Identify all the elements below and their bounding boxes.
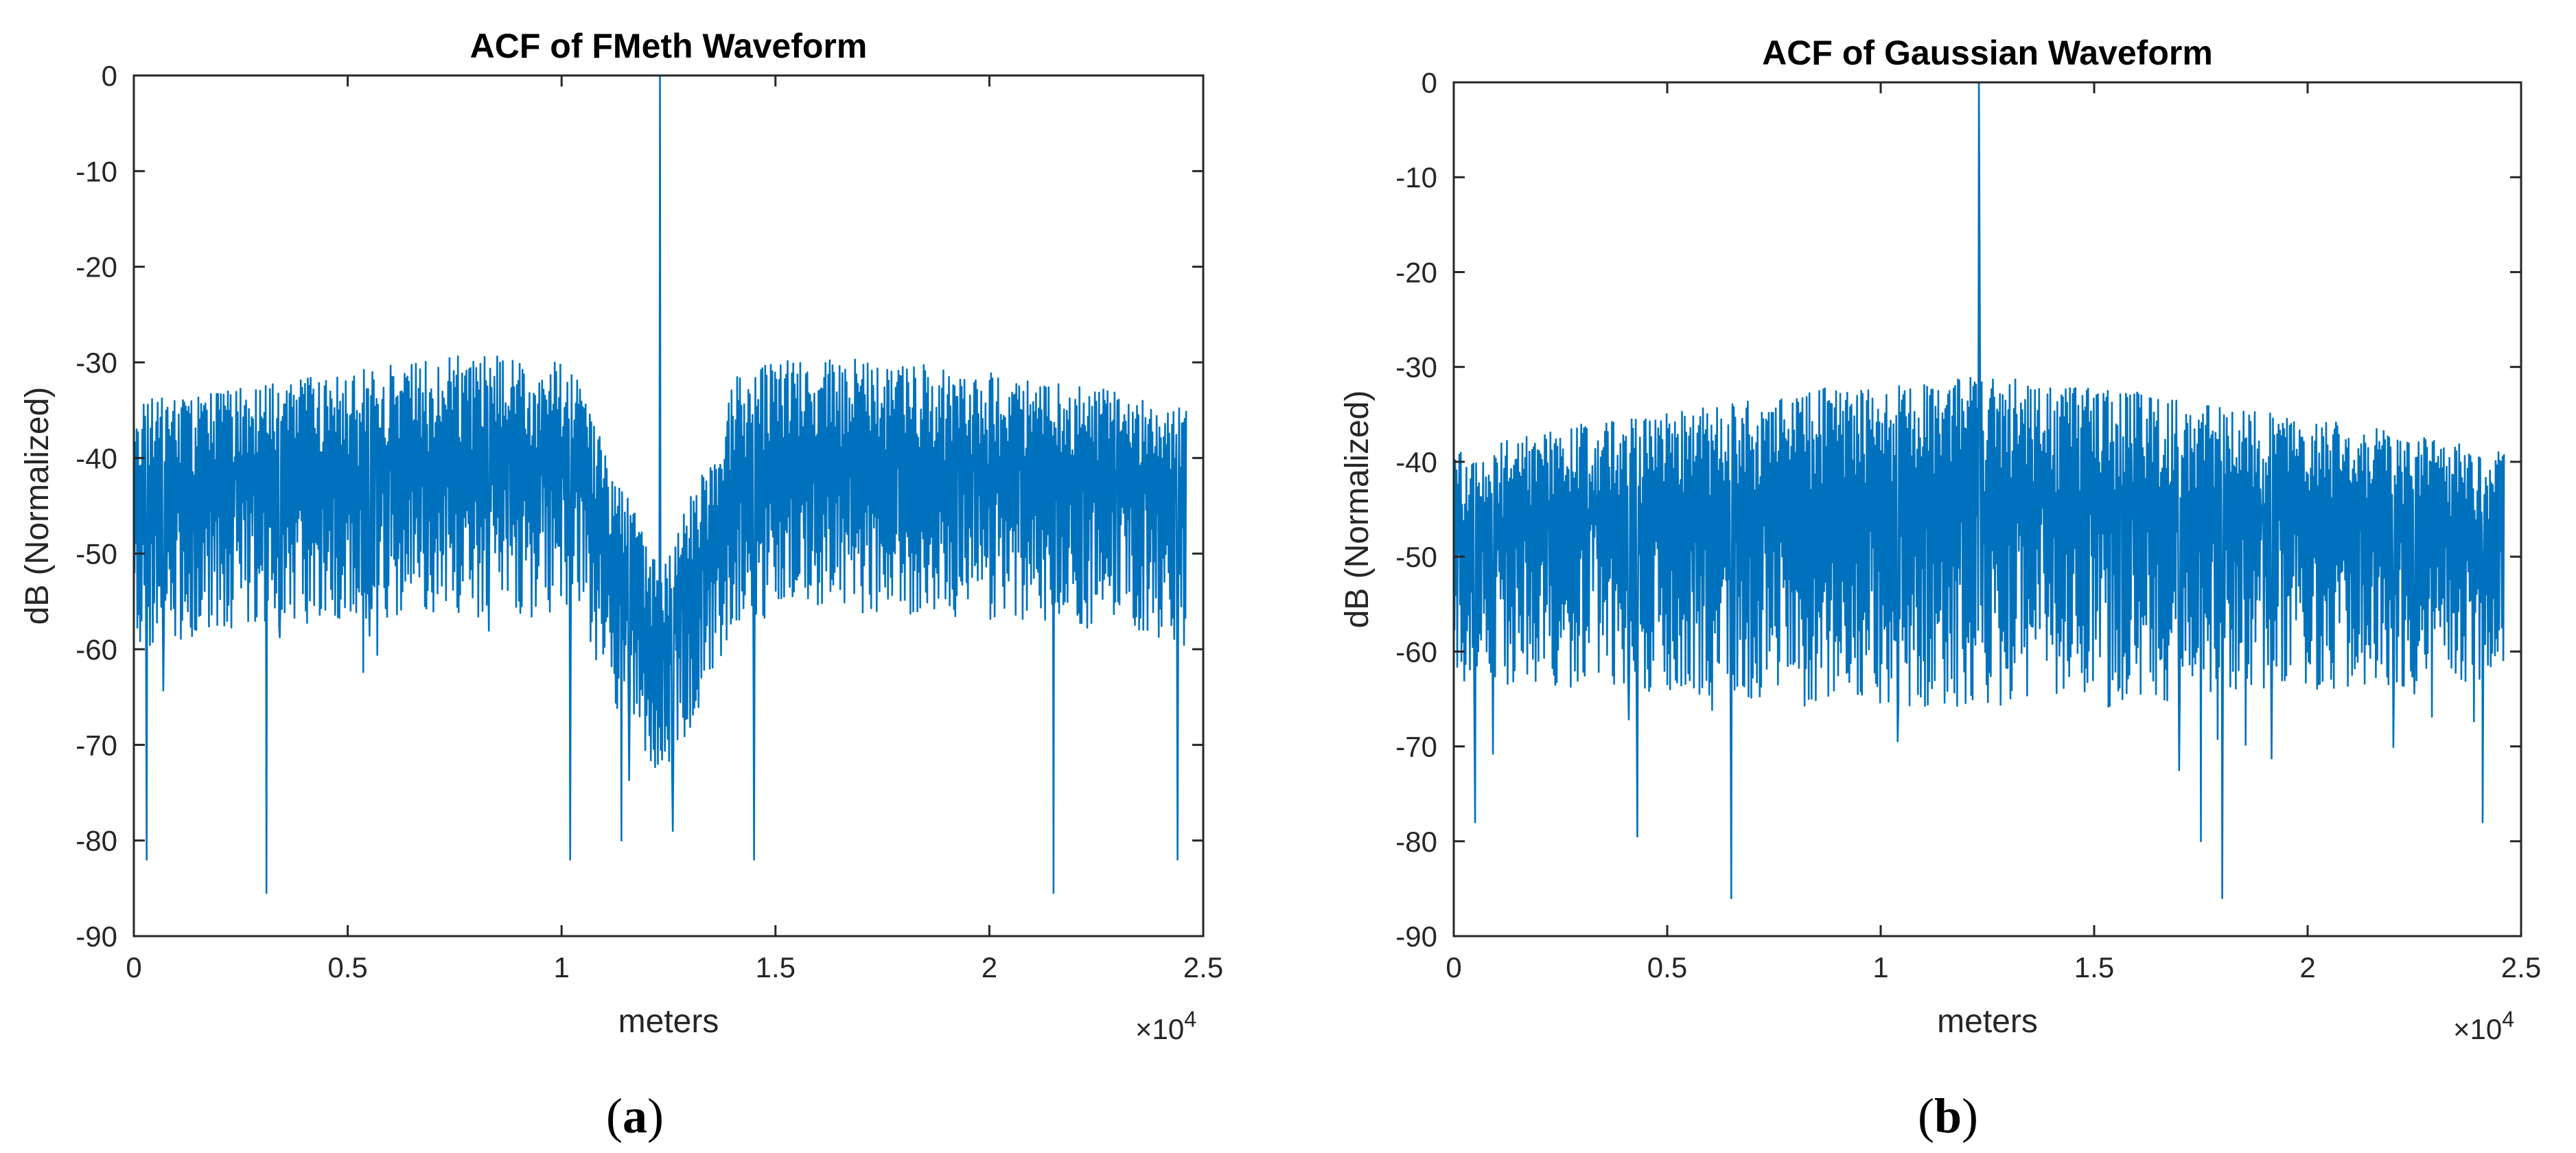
y-tick-label: -50 [1395, 541, 1437, 573]
y-tick-label: -40 [1395, 446, 1437, 478]
y-tick-label: -30 [1395, 351, 1437, 384]
x-tick-label: 0 [1446, 951, 1461, 983]
x-tick-label: 1 [1872, 951, 1888, 983]
panel-label-a: (a) [606, 1088, 664, 1143]
x-tick-label: 2 [982, 951, 997, 983]
chart-acf-fmeth: 0 0.5 1 1.5 2 2.5 0 -10 -20 -30 -40 -50 -60 -70 -80 -90… [19, 27, 1223, 1045]
x-axis-multiplier-exponent: 4 [1184, 1007, 1196, 1032]
chart-title: ACF of Gaussian Waveform [1762, 34, 2213, 72]
y-tick-label: -30 [76, 347, 117, 379]
y-tick-label: -10 [1395, 161, 1437, 194]
x-axis-multiplier-base: ×10 [2453, 1013, 2502, 1045]
y-tick-label: -70 [1395, 731, 1437, 763]
x-tick-label: 0.5 [327, 951, 367, 983]
y-tick-label: -70 [76, 729, 117, 761]
y-tick-label: 0 [102, 60, 117, 92]
axes-box [1452, 81, 2522, 937]
x-tick-label: 2.5 [2501, 951, 2541, 983]
axes-box [132, 74, 1205, 937]
x-axis-multiplier-exponent: 4 [2502, 1007, 2514, 1032]
y-tick-label: -80 [1395, 826, 1437, 858]
y-tick-label: 0 [1422, 67, 1437, 99]
y-tick-label: -40 [76, 442, 117, 474]
y-tick-label: -10 [76, 155, 117, 187]
x-tick-label: 0.5 [1647, 951, 1687, 983]
x-tick-label: 2 [2299, 951, 2315, 983]
x-axis-multiplier: ×104 [2453, 1007, 2514, 1045]
x-axis-label: meters [1937, 1003, 2038, 1040]
y-tick-label: -90 [1395, 920, 1437, 953]
y-tick-label: -50 [76, 538, 117, 570]
x-tick-label: 0 [126, 951, 141, 983]
x-tick-label: 1 [554, 951, 570, 983]
x-tick-label: 1.5 [756, 951, 796, 983]
y-axis-label: dB (Normalized) [19, 387, 56, 625]
x-axis-label: meters [618, 1003, 719, 1040]
x-axis-multiplier: ×104 [1135, 1007, 1196, 1045]
y-tick-label: -80 [76, 825, 117, 857]
chart-acf-gaussian: 0 0.5 1 1.5 2 2.5 0 -10 -20 -30 -40 -50 -60 -70 -80 -90… [1339, 34, 2541, 1045]
chart-title: ACF of FMeth Waveform [470, 27, 868, 65]
y-tick-label: -20 [1395, 256, 1437, 288]
y-tick-label: -90 [76, 920, 117, 953]
panel-label-b: (b) [1918, 1088, 1978, 1143]
y-tick-label: -60 [1395, 636, 1437, 668]
y-axis-label: dB (Normalized) [1339, 391, 1376, 629]
y-tick-label: -60 [76, 633, 117, 666]
x-axis-multiplier-base: ×10 [1135, 1013, 1184, 1045]
x-tick-label: 1.5 [2074, 951, 2114, 983]
x-tick-label: 2.5 [1183, 951, 1223, 983]
y-tick-label: -20 [76, 251, 117, 283]
